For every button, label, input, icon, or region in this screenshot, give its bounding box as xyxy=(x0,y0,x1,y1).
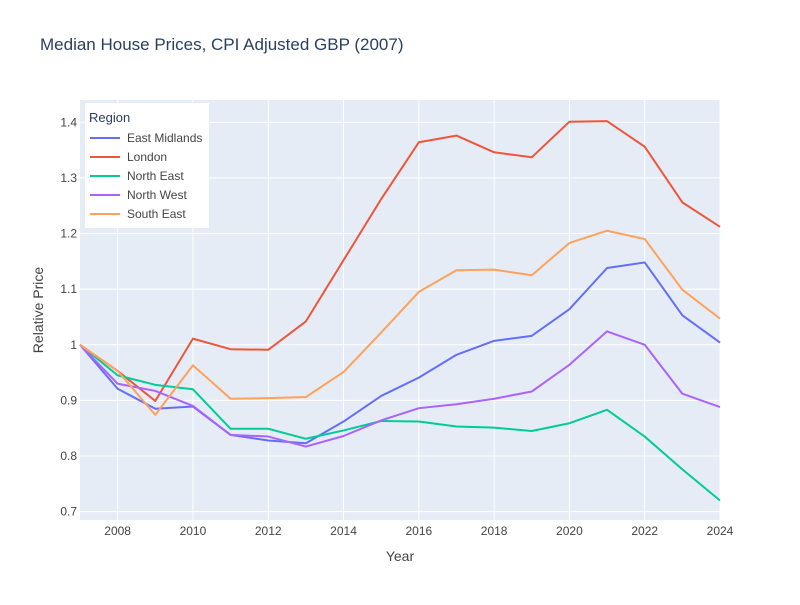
legend-item[interactable]: East Midlands xyxy=(90,131,202,145)
legend-item[interactable]: North West xyxy=(90,188,187,202)
y-tick-label: 1 xyxy=(70,338,77,352)
series-line-east-midlands xyxy=(79,261,721,445)
grid xyxy=(80,100,721,520)
x-tick-label: 2018 xyxy=(481,524,508,538)
y-axis-title: Relative Price xyxy=(30,267,46,354)
series-line-north-east xyxy=(79,343,721,502)
legend-label: North West xyxy=(127,188,187,202)
legend-item[interactable]: South East xyxy=(90,207,186,221)
y-tick-label: 1.4 xyxy=(60,115,77,129)
legend-label: North East xyxy=(127,169,184,183)
series-lines xyxy=(79,120,721,502)
y-tick-label: 0.9 xyxy=(60,393,77,407)
x-tick-label: 2010 xyxy=(180,524,207,538)
legend-label: East Midlands xyxy=(127,131,202,145)
x-tick-label: 2022 xyxy=(631,524,658,538)
legend: Region East Midlands London North East Nort… xyxy=(85,103,209,228)
series-line-north-west xyxy=(79,330,721,448)
y-tick-label: 1.2 xyxy=(60,227,77,241)
chart-title: Median House Prices, CPI Adjusted GBP (2… xyxy=(40,35,403,54)
x-tick-label: 2008 xyxy=(104,524,131,538)
y-tick-label: 0.8 xyxy=(60,449,77,463)
x-axis-ticks: 2008 2010 2012 2014 2016 2018 2020 2022 2024 xyxy=(104,524,733,538)
x-axis-title: Year xyxy=(386,548,415,564)
series-line-london xyxy=(79,120,721,402)
x-tick-label: 2016 xyxy=(405,524,432,538)
legend-label: South East xyxy=(127,207,186,221)
x-tick-label: 2020 xyxy=(556,524,583,538)
legend-item[interactable]: North East xyxy=(90,169,184,183)
y-tick-label: 0.7 xyxy=(60,505,77,519)
x-tick-label: 2024 xyxy=(707,524,734,538)
y-tick-label: 1.1 xyxy=(60,282,77,296)
legend-background xyxy=(85,103,209,228)
legend-title: Region xyxy=(89,110,130,125)
legend-items: East Midlands London North East North West S… xyxy=(90,131,202,221)
x-tick-label: 2012 xyxy=(255,524,282,538)
series-line-south-east xyxy=(79,229,721,416)
legend-label: London xyxy=(127,150,167,164)
y-tick-label: 1.3 xyxy=(60,171,77,185)
y-axis-ticks: 0.7 0.8 0.9 1 1.1 1.2 1.3 1.4 xyxy=(60,115,77,518)
legend-item[interactable]: London xyxy=(90,150,167,164)
x-tick-label: 2014 xyxy=(330,524,357,538)
